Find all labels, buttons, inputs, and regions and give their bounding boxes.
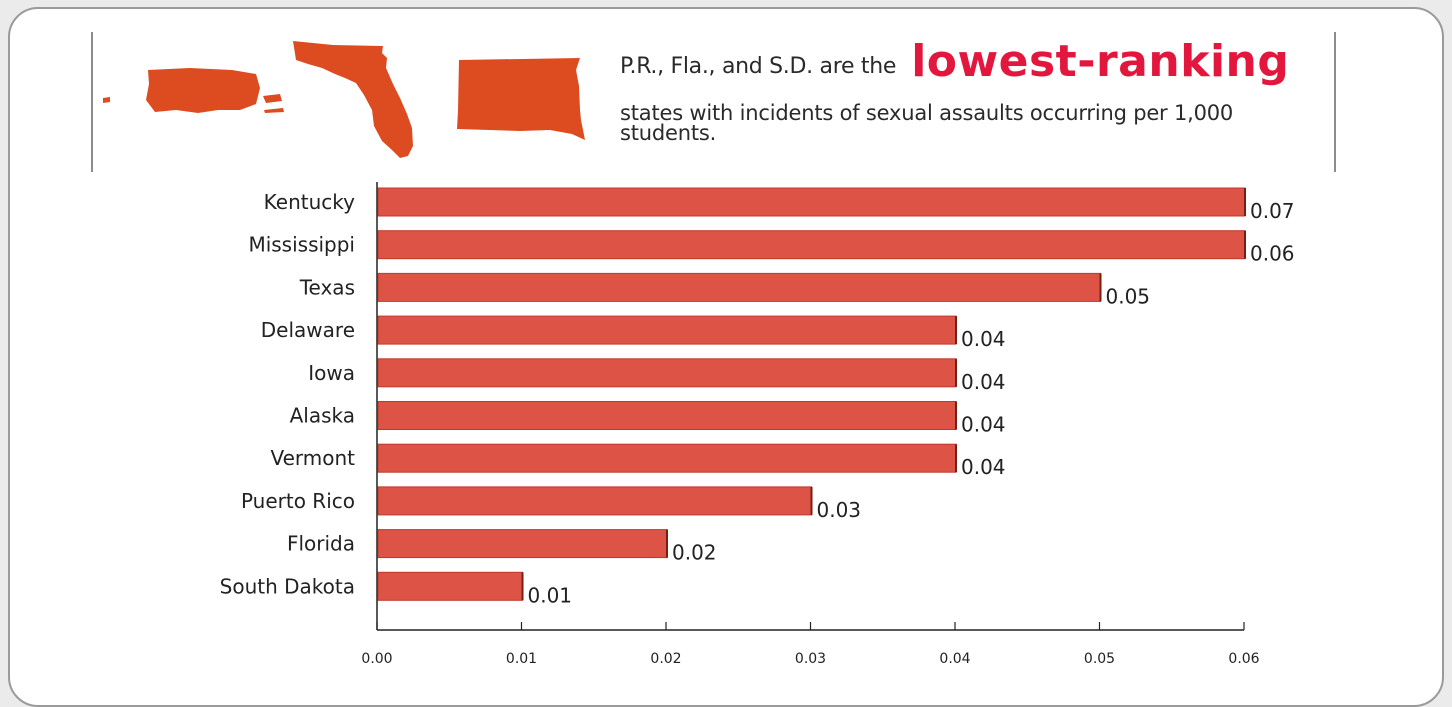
bar (377, 486, 812, 516)
puerto-rico-map-icon (103, 68, 284, 113)
x-tick-label: 0.05 (1084, 651, 1115, 667)
category-label: Florida (287, 532, 355, 556)
state-maps (103, 41, 585, 158)
bar (377, 443, 957, 473)
bar (377, 571, 523, 601)
x-tick-label: 0.04 (939, 651, 970, 667)
right-divider (1334, 32, 1336, 172)
category-label: Mississippi (248, 233, 355, 257)
bar (377, 358, 957, 388)
bar-chart: 0.00 0.01 0.02 0.03 0.04 0.05 0.06 Kentucky 0.07… (220, 182, 1295, 667)
south-dakota-map-icon (457, 58, 585, 140)
headline: P.R., Fla., and S.D. are the lowest-rank… (620, 36, 1289, 87)
data-label: 0.04 (961, 413, 1006, 437)
data-label: 0.06 (1250, 242, 1295, 266)
bar (377, 401, 957, 430)
headline-subtext: states with incidents of sexual assaults… (620, 101, 1234, 145)
category-label: Texas (299, 275, 355, 299)
category-label: Delaware (261, 318, 355, 342)
data-label: 0.04 (961, 370, 1006, 394)
florida-map-icon (293, 41, 413, 158)
x-tick-label: 0.02 (650, 651, 681, 667)
headline-emphasis: lowest-ranking (911, 36, 1290, 87)
bar (377, 187, 1246, 217)
data-label: 0.07 (1250, 199, 1295, 223)
category-label: Kentucky (264, 190, 355, 214)
data-label: 0.03 (817, 498, 862, 522)
bar (377, 230, 1246, 260)
category-label: Alaska (290, 404, 355, 428)
bar (377, 529, 668, 559)
data-label: 0.02 (672, 541, 717, 565)
category-label: Vermont (270, 446, 355, 470)
data-label: 0.04 (961, 455, 1006, 479)
data-label: 0.01 (528, 583, 573, 607)
data-label: 0.05 (1106, 284, 1151, 308)
data-label: 0.04 (961, 327, 1006, 351)
category-label: Puerto Rico (241, 489, 355, 513)
left-divider (91, 32, 93, 172)
bar (377, 315, 957, 345)
headline-lead: P.R., Fla., and S.D. are the (620, 54, 897, 79)
bar (377, 272, 1101, 302)
category-label: South Dakota (220, 574, 355, 598)
infographic-card (8, 7, 1444, 707)
x-tick-label: 0.00 (361, 651, 392, 667)
category-label: Iowa (308, 361, 355, 385)
x-tick-label: 0.06 (1228, 651, 1259, 667)
x-tick-label: 0.03 (795, 651, 826, 667)
x-tick-label: 0.01 (506, 651, 537, 667)
